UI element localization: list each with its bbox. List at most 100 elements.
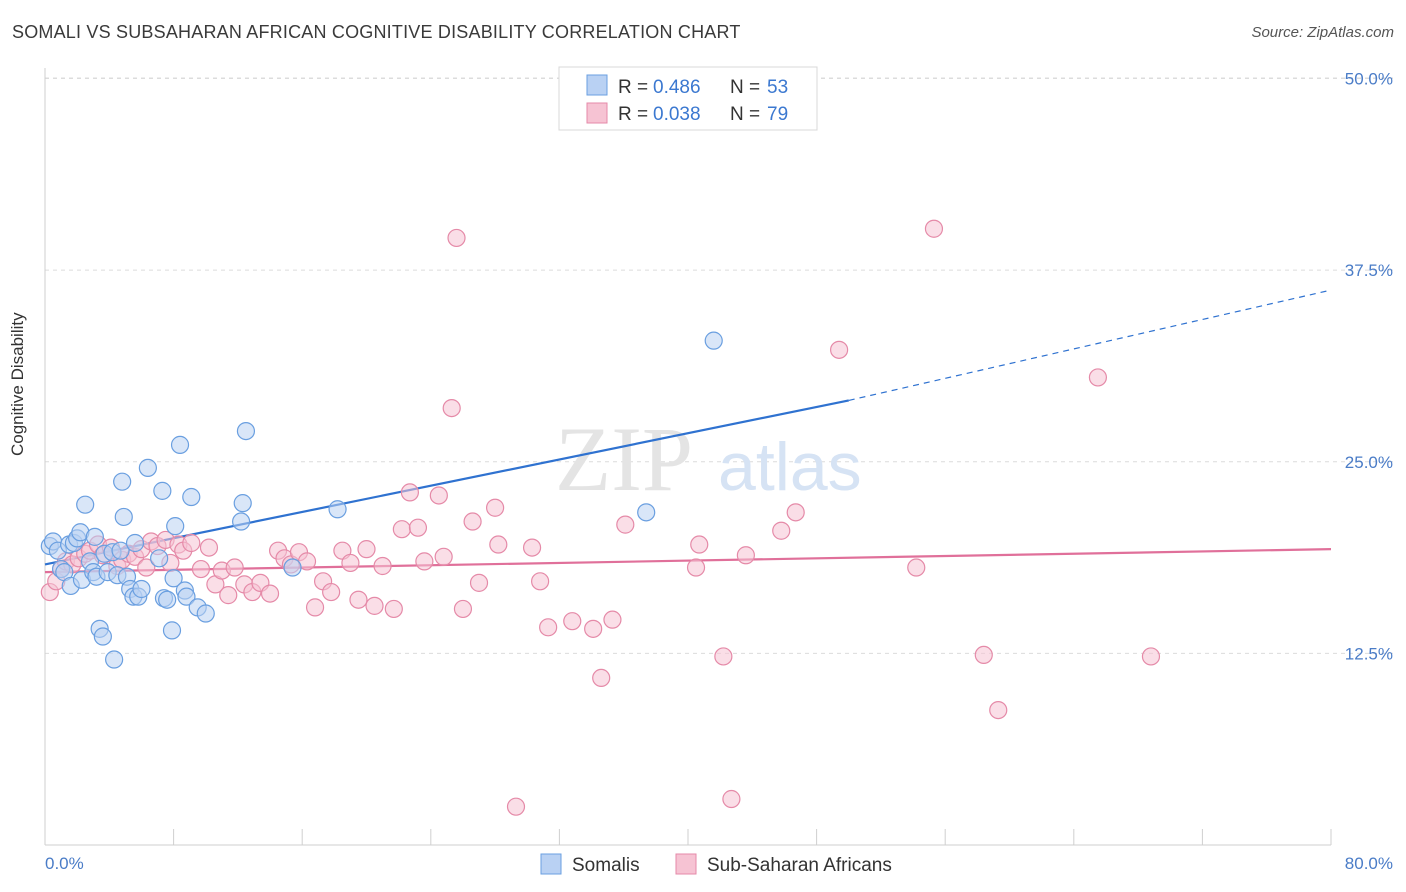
sub-saharan-point [786,503,805,522]
somali-point [76,495,95,514]
sub-saharan-point [408,518,428,537]
watermark-zip: ZIP [555,408,693,510]
sub-saharan-point [489,535,508,554]
legend-bottom-label-somalis: Somalis [572,855,640,876]
somali-point [233,494,252,513]
legend-r-value-1: 0.486 [653,77,701,98]
sub-saharan-point [434,547,453,566]
sub-saharan-point [539,618,558,637]
sub-saharan-point [522,538,542,557]
somali-point [150,549,169,568]
sub-saharan-point [357,540,376,559]
legend-bottom-label-sub: Sub-Saharan Africans [707,855,892,876]
somali-point [232,512,251,531]
somali-point [114,507,133,527]
sub-saharan-point [305,598,325,617]
sub-saharan-point [341,553,360,573]
somali-point [111,541,130,560]
sub-saharan-point [373,556,392,576]
somali-point [158,590,177,609]
y-tick-label: 25.0% [1345,453,1393,472]
legend-bottom-swatch-sub [675,853,697,875]
sub-saharan-point [603,610,622,629]
legend-n-value-1: 53 [767,77,788,98]
sub-saharan-point [400,483,420,502]
legend-r-label-1: R = [618,77,648,98]
sub-saharan-point [322,582,341,602]
somali-point [125,533,145,553]
sub-saharan-point [924,219,944,238]
somali-point [93,627,112,646]
sub-saharan-point [592,668,611,688]
sub-saharan-point [182,533,201,553]
sub-saharan-point [463,512,482,531]
y-tick-label: 37.5% [1345,261,1393,280]
somali-point [166,517,185,536]
somali-point [328,500,347,519]
y-tick-label: 12.5% [1345,644,1393,663]
watermark: ZIP atlas [555,408,862,510]
legend-top: R = 0.486 N = 53 R = 0.038 N = 79 [558,66,818,131]
sub-saharan-point [225,558,244,577]
somali-point [164,569,183,588]
sub-saharan-point [989,700,1008,720]
sub-saharan-point [469,573,489,592]
somali-point [196,604,215,623]
gridlines [45,77,1395,654]
somali-point [170,435,190,454]
sub-saharan-point [1141,647,1161,666]
sub-saharan-point [191,559,211,579]
somali-point [132,579,151,599]
legend-n-label-1: N = [730,77,760,98]
sub-saharan-point [199,538,219,557]
y-tick-label: 50.0% [1345,70,1393,89]
sub-saharan-point [690,535,709,554]
somali-point [704,331,723,350]
watermark-atlas: atlas [718,429,862,505]
sub-saharan-point [907,558,926,577]
sub-saharan-point [219,586,238,605]
somali-point [236,421,256,441]
sub-saharan-point [563,612,582,631]
somali-point [138,458,157,477]
legend-swatch-somalis [586,74,608,96]
sub-saharan-point [736,546,755,565]
sub-saharan-point [506,797,526,816]
sub-saharan-point [486,498,505,517]
sub-saharan-point [429,486,448,505]
sub-saharan-point [384,599,403,619]
sub-saharan-point [415,552,434,571]
data-points [40,219,1161,816]
sub-saharan-point [616,515,635,534]
sub-saharan-point [442,398,461,418]
legend-bottom: Somalis Sub-Saharan Africans [540,853,892,876]
sub-saharan-point [722,789,741,809]
axes [44,68,1332,846]
sub-saharan-point [686,558,706,577]
somali-point [105,650,124,669]
sub-saharan-point [447,228,466,248]
source-label: Source: ZipAtlas.com [1251,24,1394,41]
sub-saharan-point [714,647,733,666]
sub-saharan-point [772,521,791,540]
trendline-somalis-extension [848,289,1332,402]
sub-saharan-point [453,599,473,619]
legend-n-label-2: N = [730,104,760,125]
sub-saharan-point [260,584,280,603]
legend-r-label-2: R = [618,104,648,125]
somali-point [177,587,196,606]
legend-bottom-swatch-somalis [540,853,562,875]
somali-point [637,503,656,522]
somali-point [153,481,172,500]
sub-saharan-point [392,520,411,539]
x-tick-label: 80.0% [1345,854,1393,873]
sub-saharan-point [830,340,849,359]
somali-point [113,472,132,491]
sub-saharan-point [584,619,603,638]
somali-point [283,558,302,577]
sub-saharan-point [349,590,368,609]
somali-point [162,621,182,640]
sub-saharan-point [365,596,384,615]
somali-point [182,487,201,507]
